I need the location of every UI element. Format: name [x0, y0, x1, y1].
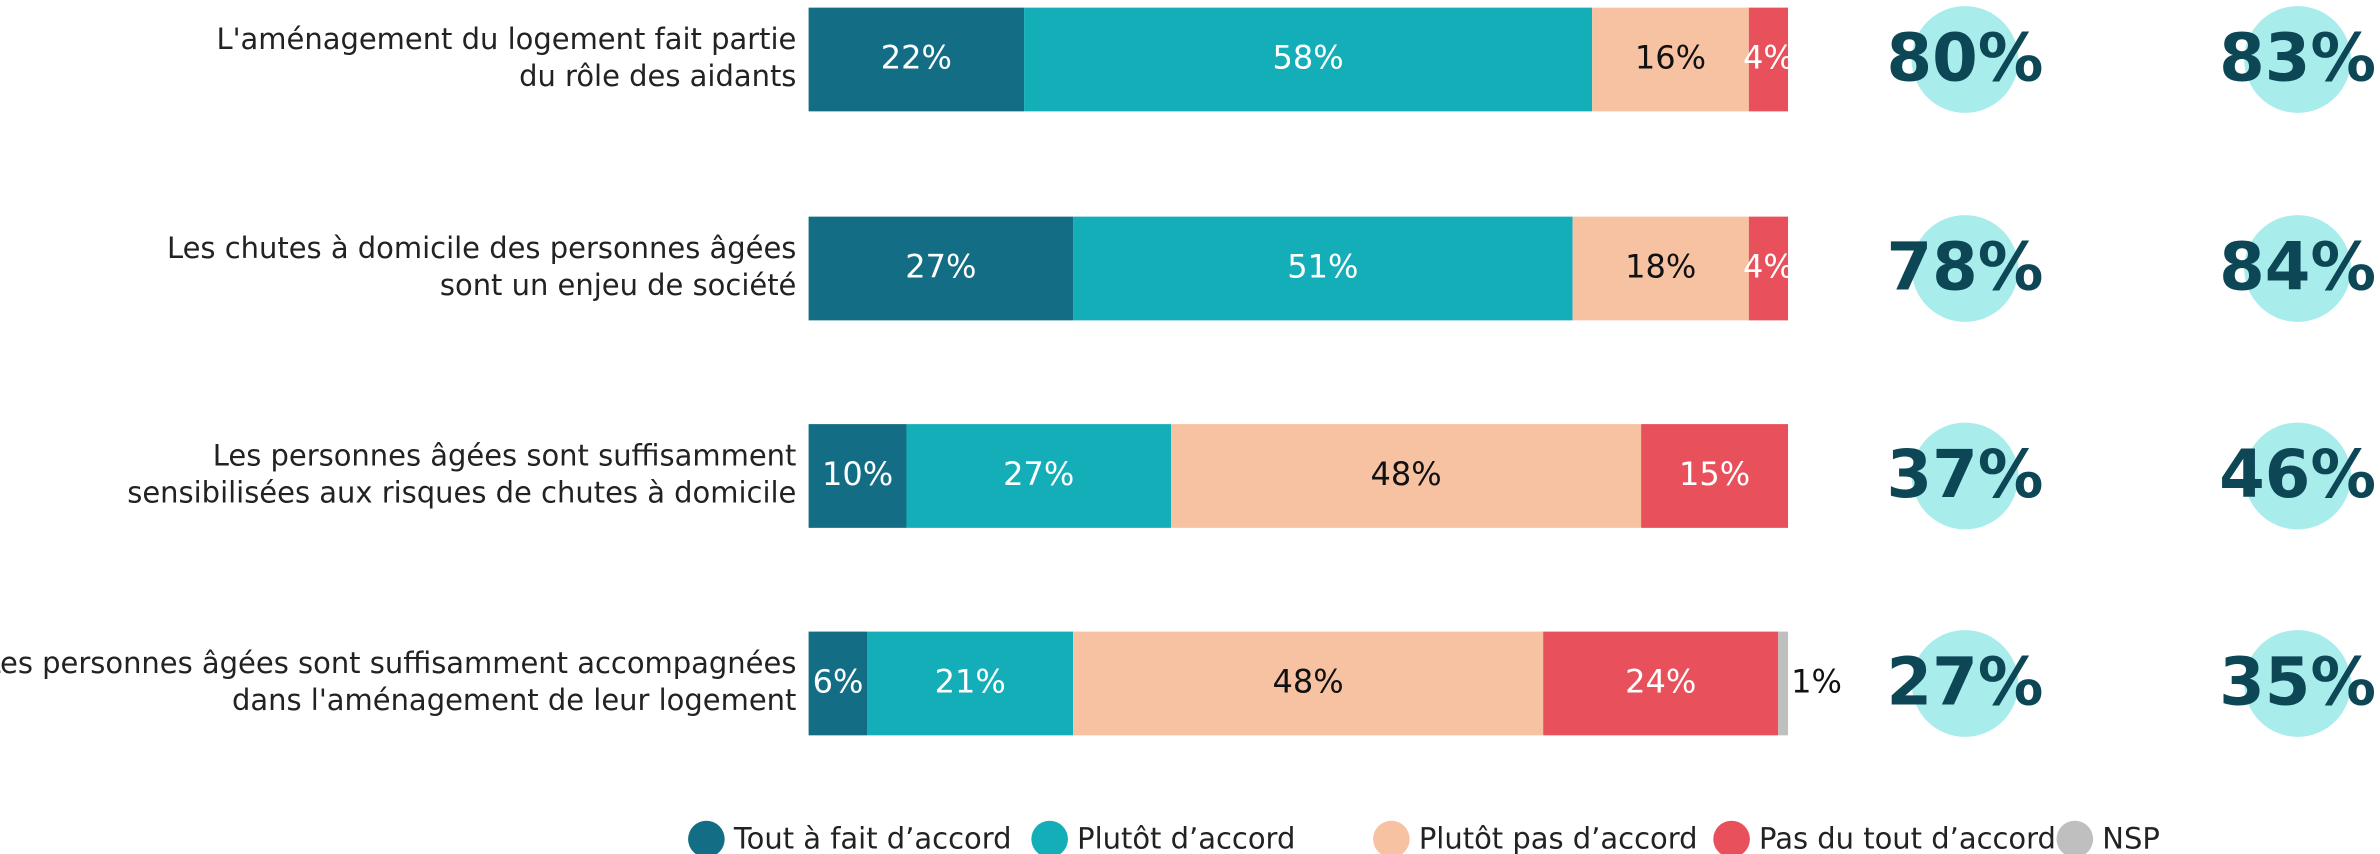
- summary-circle: [2244, 215, 2351, 322]
- data-label: 15%: [1679, 455, 1750, 493]
- summary-circle: [1911, 630, 2019, 737]
- legend-swatch: [1373, 820, 1410, 854]
- summary-value: 78%: [1886, 230, 2043, 306]
- summary-value: 84%: [2219, 230, 2376, 306]
- bar-segment: [1748, 216, 1789, 321]
- bar-segment: [906, 424, 1171, 528]
- summary-circle: [2244, 630, 2351, 737]
- data-label: 18%: [1625, 248, 1696, 286]
- data-label: 6%: [813, 662, 864, 700]
- legend-label: Pas du tout d’accord: [1759, 822, 2056, 854]
- data-label: 27%: [905, 248, 976, 286]
- bar-segment: [1073, 216, 1573, 321]
- legend-swatch: [2056, 820, 2094, 854]
- legend-label: NSP: [2102, 822, 2160, 854]
- summary-value: 35%: [2219, 645, 2376, 721]
- summary-value: 83%: [2219, 21, 2376, 97]
- data-label: 27%: [1003, 455, 1074, 493]
- bar-segment: [1073, 631, 1544, 736]
- bar-segment: [808, 7, 1025, 112]
- summary-value: 27%: [1886, 645, 2043, 721]
- summary-circle: [2244, 422, 2351, 530]
- summary-value: 37%: [1886, 437, 2043, 513]
- bar-segment: [1748, 7, 1789, 112]
- data-label: 58%: [1273, 38, 1344, 76]
- category-label: L'aménagement du logement fait partie: [216, 22, 796, 56]
- legend-label: Plutôt pas d’accord: [1419, 822, 1698, 854]
- category-label: Les chutes à domicile des personnes âgée…: [167, 231, 796, 265]
- summary-circle: [1911, 422, 2019, 530]
- summary-value: 80%: [1886, 21, 2043, 97]
- data-label: 22%: [881, 38, 952, 76]
- data-label: 51%: [1287, 248, 1358, 286]
- bar-segment: [1024, 7, 1593, 112]
- bar-segment: [1543, 631, 1779, 736]
- bar-segment: [1170, 424, 1642, 528]
- data-label: 4%: [1743, 248, 1794, 286]
- data-label: 10%: [822, 455, 893, 493]
- bar-segment: [1641, 424, 1789, 528]
- category-label: du rôle des aidants: [519, 59, 796, 93]
- data-label: 48%: [1370, 455, 1441, 493]
- bar-segment: [808, 216, 1074, 321]
- legend-label: Plutôt d’accord: [1077, 822, 1295, 854]
- category-label: Les personnes âgées sont suffisamment: [213, 439, 797, 473]
- data-label: 16%: [1635, 38, 1706, 76]
- legend-label: Tout à fait d’accord: [733, 822, 1012, 854]
- category-label: sont un enjeu de société: [440, 268, 797, 302]
- bar-segment: [808, 424, 907, 528]
- bar-segment: [867, 631, 1074, 736]
- summary-circle: [1911, 215, 2019, 322]
- bar-segment: [1572, 216, 1749, 321]
- bar-segment: [1778, 631, 1789, 736]
- data-label: 1%: [1791, 662, 1842, 700]
- data-label: 21%: [935, 662, 1006, 700]
- category-label: dans l'aménagement de leur logement: [232, 683, 796, 717]
- category-label: Les personnes âgées sont suffisamment ac…: [0, 646, 796, 680]
- legend-swatch: [1713, 820, 1750, 854]
- data-label: 4%: [1743, 38, 1794, 76]
- category-label: sensibilisées aux risques de chutes à do…: [127, 475, 796, 509]
- data-label: 24%: [1625, 662, 1696, 700]
- summary-circle: [2244, 6, 2351, 113]
- legend-swatch: [688, 820, 725, 854]
- summary-value: 46%: [2219, 437, 2376, 513]
- data-label: 48%: [1273, 662, 1344, 700]
- legend-swatch: [1031, 820, 1068, 854]
- bar-segment: [1592, 7, 1749, 112]
- summary-circle: [1911, 6, 2019, 113]
- bar-segment: [808, 631, 868, 736]
